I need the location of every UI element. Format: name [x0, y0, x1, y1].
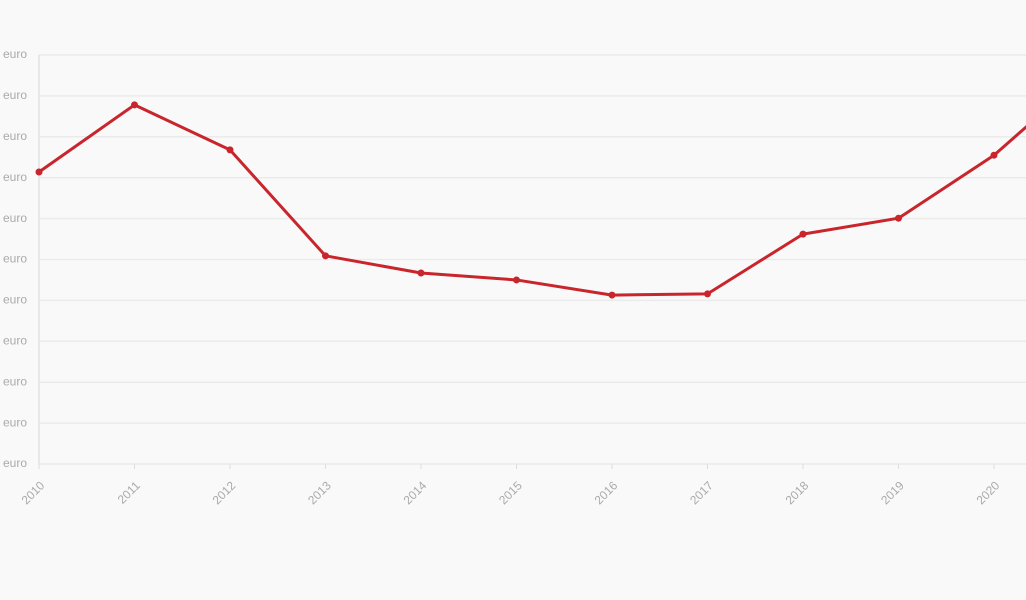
y-tick-label: euro — [3, 415, 27, 429]
y-tick-label: euro — [3, 456, 27, 470]
x-tick-label: 2011 — [115, 478, 143, 506]
point — [704, 290, 711, 298]
y-tick-label: euro — [3, 211, 27, 225]
point — [131, 101, 138, 109]
x-tick-label: 2016 — [592, 478, 621, 507]
y-tick-label: euro — [3, 47, 27, 61]
point — [513, 276, 520, 284]
y-tick-label: euro — [3, 88, 27, 102]
x-tick-label: 2012 — [210, 478, 239, 507]
y-tick-label: euro — [3, 252, 27, 266]
x-tick-label: 2014 — [401, 478, 430, 507]
point — [799, 230, 807, 238]
x-tick-label: 2017 — [687, 478, 716, 507]
line — [38, 103, 1026, 297]
y-tick-label: euro — [3, 129, 27, 143]
point — [895, 214, 902, 222]
x-tick-label: 2015 — [496, 478, 525, 507]
point — [322, 252, 329, 260]
y-tick-label: euro — [3, 374, 27, 388]
y-tick-label: euro — [3, 333, 27, 347]
y-tick-label: euro — [3, 293, 27, 307]
point — [990, 151, 998, 159]
x-tick-label: 2020 — [974, 478, 1003, 507]
x-tick-label: 2013 — [305, 478, 334, 507]
point — [608, 291, 616, 299]
point — [226, 146, 234, 154]
x-tick-label: 2019 — [878, 478, 907, 507]
point — [35, 168, 43, 176]
x-tick-label: 2018 — [783, 478, 812, 507]
y-tick-label: euro — [3, 170, 27, 184]
point — [417, 269, 425, 277]
x-tick-label: 2010 — [19, 478, 48, 507]
